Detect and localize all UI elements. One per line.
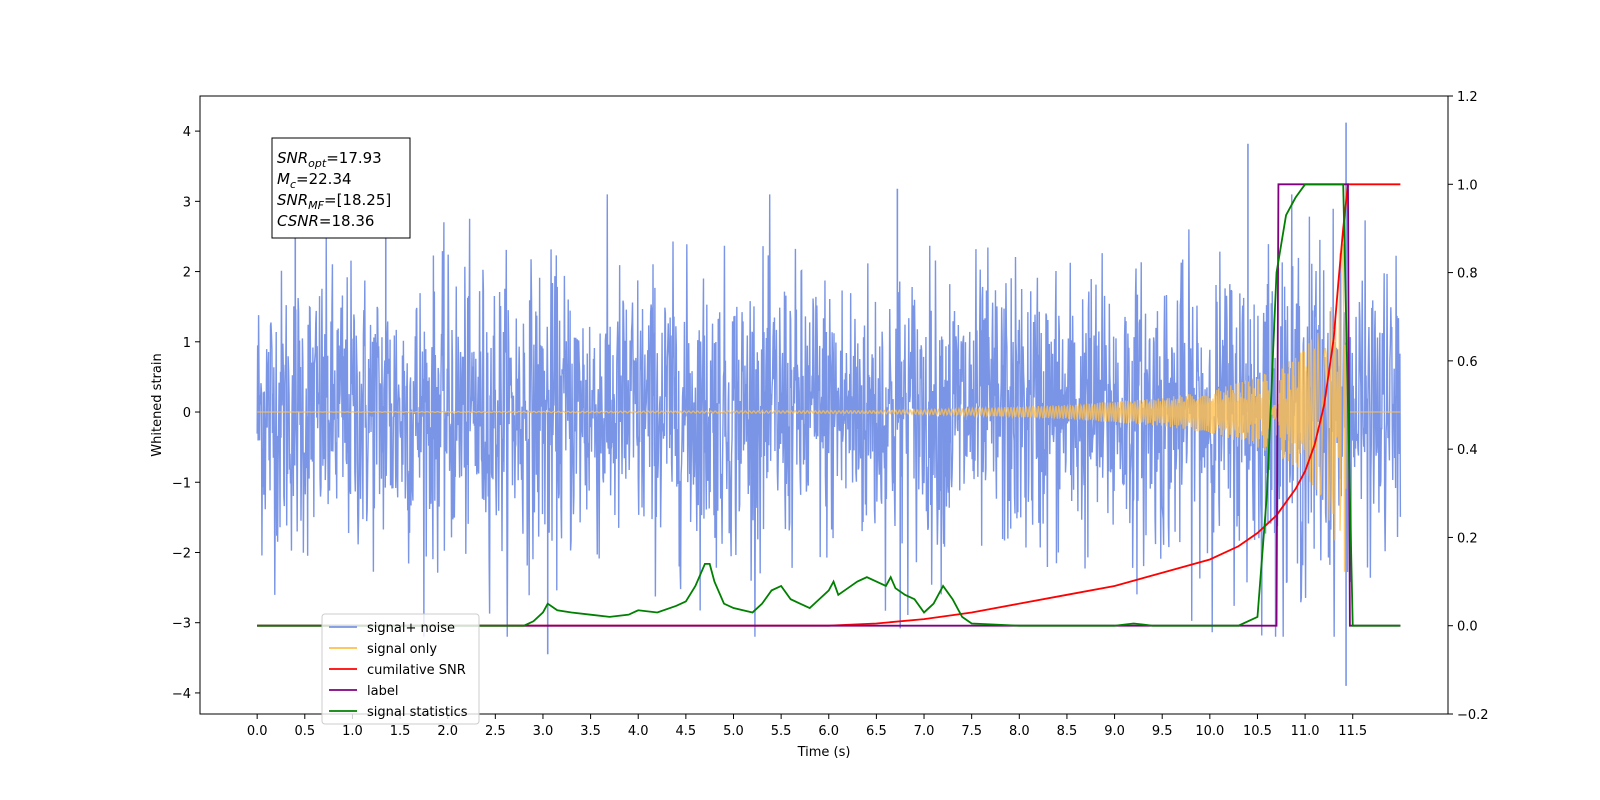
right-axis-series <box>257 183 1401 627</box>
x-tick-label: 9.0 <box>1104 724 1125 739</box>
legend-label: signal+ noise <box>367 621 455 636</box>
stat-value: =18.36 <box>319 212 375 230</box>
plot-area <box>256 122 1402 686</box>
y-right-tick-label: 0.0 <box>1457 620 1478 635</box>
x-tick-label: 5.0 <box>723 724 744 739</box>
series-line-5 <box>257 183 1401 627</box>
stat-subscript: opt <box>308 157 327 170</box>
stat-name: CSNR <box>277 212 319 230</box>
x-axis-ticks: 0.0 0.5 1.0 1.5 2.0 2.5 3.0 3.5 4.0 4.5 5.0 5.5 6.0 6… <box>247 714 1367 739</box>
series-line-3 <box>257 183 1401 627</box>
series-signal-noise <box>256 122 1402 686</box>
x-tick-label: 6.5 <box>866 724 887 739</box>
x-tick-label: 9.5 <box>1152 724 1173 739</box>
signal-trace <box>257 243 1401 572</box>
stat-value: =22.34 <box>296 170 352 188</box>
legend-label: cumilative SNR <box>367 663 466 678</box>
legend-label: signal only <box>367 642 437 657</box>
y-right-tick-label: 1.0 <box>1457 178 1478 193</box>
stats-line: SNRopt=17.93 <box>277 149 382 170</box>
x-tick-label: 3.0 <box>533 724 554 739</box>
y-axis-label: Whitened strain <box>150 353 165 456</box>
x-tick-label: 11.0 <box>1291 724 1320 739</box>
legend: signal+ noise signal only cumilative SNR la… <box>321 613 480 725</box>
stats-line: CSNR=18.36 <box>277 212 374 230</box>
x-tick-label: 4.0 <box>628 724 649 739</box>
y-left-tick-label: −1 <box>172 476 191 491</box>
y-left-tick-label: 0 <box>183 406 191 421</box>
y-left-tick-label: −2 <box>172 546 191 561</box>
legend-label: label <box>367 684 398 699</box>
x-tick-label: 10.0 <box>1195 724 1224 739</box>
y-left-tick-label: 2 <box>183 266 191 281</box>
stat-name: SNR <box>277 149 308 167</box>
y-right-tick-label: 0.2 <box>1457 531 1478 546</box>
x-tick-label: 1.0 <box>342 724 363 739</box>
stats-line: SNRMF=[18.25] <box>277 191 391 212</box>
x-tick-label: 8.0 <box>1009 724 1030 739</box>
stat-subscript: MF <box>308 199 324 212</box>
x-tick-label: 7.0 <box>914 724 935 739</box>
x-tick-label: 1.5 <box>390 724 411 739</box>
x-tick-label: 2.5 <box>485 724 506 739</box>
y-right-tick-label: 0.4 <box>1457 443 1478 458</box>
x-tick-label: 5.5 <box>771 724 792 739</box>
legend-frame <box>321 613 480 725</box>
x-tick-label: 2.0 <box>437 724 458 739</box>
stat-value: =[18.25] <box>324 191 391 209</box>
stat-name: M <box>277 170 290 188</box>
y-right-tick-label: 0.8 <box>1457 267 1478 282</box>
x-tick-label: 11.5 <box>1338 724 1367 739</box>
series-signal-only <box>257 243 1401 572</box>
x-tick-label: 0.0 <box>247 724 268 739</box>
x-tick-label: 7.5 <box>961 724 982 739</box>
stat-value: =17.93 <box>326 149 382 167</box>
x-axis-label: Time (s) <box>797 745 851 760</box>
stats-box-frame <box>271 137 411 239</box>
x-tick-label: 8.5 <box>1057 724 1078 739</box>
y-right-tick-label: −0.2 <box>1457 708 1489 723</box>
axes-frame <box>199 95 1449 715</box>
stat-name: SNR <box>277 191 308 209</box>
y-right-tick-label: 0.6 <box>1457 355 1478 370</box>
legend-label: signal statistics <box>367 705 468 720</box>
y-left-tick-label: 4 <box>183 125 191 140</box>
axes-box <box>199 95 1449 715</box>
x-tick-label: 4.5 <box>676 724 697 739</box>
x-tick-label: 0.5 <box>294 724 315 739</box>
y-right-axis-ticks: −0.2 0.0 0.2 0.4 0.6 0.8 1.0 1.2 <box>1448 90 1489 723</box>
y-left-axis-ticks: −4 −3 −2 −1 0 1 2 3 4 <box>172 125 200 702</box>
y-right-tick-label: 1.2 <box>1457 90 1478 105</box>
y-left-tick-label: −3 <box>172 617 191 632</box>
stats-line: Mc=22.34 <box>277 170 352 191</box>
y-left-tick-label: 3 <box>183 195 191 210</box>
stats-box: SNRopt=17.93Mc=22.34SNRMF=[18.25]CSNR=18… <box>271 137 411 239</box>
y-left-tick-label: 1 <box>183 336 191 351</box>
x-tick-label: 10.5 <box>1243 724 1272 739</box>
y-left-tick-label: −4 <box>172 687 191 702</box>
x-tick-label: 3.5 <box>580 724 601 739</box>
stat-subscript: c <box>290 178 296 191</box>
noise-trace <box>256 194 1402 637</box>
x-tick-label: 6.0 <box>818 724 839 739</box>
